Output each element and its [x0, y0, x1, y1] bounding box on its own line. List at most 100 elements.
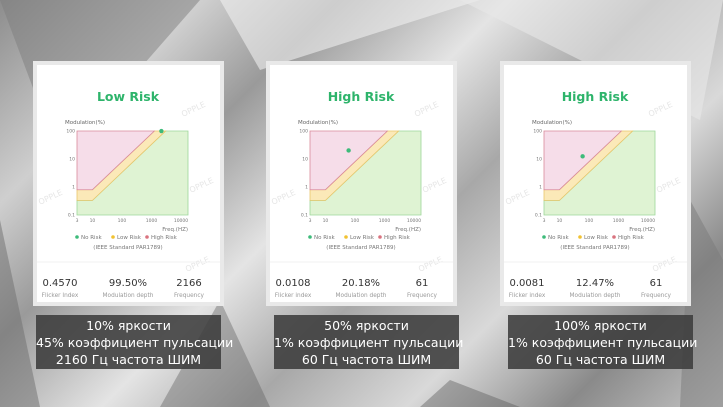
watermark-logo: OPPLE [655, 176, 682, 195]
watermark-logo: OPPLE [188, 176, 215, 195]
stat-value: 61 [650, 278, 663, 289]
watermark-logo: OPPLE [504, 188, 531, 207]
stat-value: 0.0081 [510, 278, 545, 289]
caption-box: 100% яркости 1% коэффициент пульсации 60 Г… [508, 315, 698, 369]
y-tick-label: 0.1 [301, 213, 308, 219]
watermark-logo: OPPLE [647, 100, 674, 119]
legend-marker [612, 235, 616, 239]
watermark-logo: OPPLE [270, 188, 297, 207]
caption-line: 100% яркости [554, 318, 647, 333]
stat-value: 61 [416, 278, 429, 289]
caption-line: 45% коэффициент пульсации [36, 335, 234, 350]
x-tick-label: 100 [351, 218, 360, 224]
x-tick-label: 3 [309, 218, 312, 224]
legend-marker [75, 235, 79, 239]
x-tick-label: 1000 [613, 218, 625, 224]
legend-label: No Risk [548, 235, 569, 241]
modulation-chart: High Risk OPPLE OPPLE OPPLE OPPLE Modula… [504, 89, 687, 299]
x-axis-label: Freq.(HZ) [162, 227, 188, 233]
measurement-point [580, 154, 585, 159]
legend-label: High Risk [618, 235, 645, 241]
risk-title: High Risk [328, 89, 395, 104]
caption-box: 10% яркости 45% коэффициент пульсации 2160… [36, 315, 234, 369]
legend-marker [378, 235, 382, 239]
y-axis-label: Modulation(%) [532, 120, 572, 126]
standard-note: (IEEE Standard PAR1789) [560, 245, 629, 251]
stat-label: Frequency [641, 293, 672, 299]
measurement-point [159, 128, 164, 134]
caption-line: 1% коэффициент пульсации [508, 335, 698, 350]
x-tick-label: 10000 [407, 218, 421, 224]
y-tick-label: 1 [72, 185, 75, 191]
high-risk-region [76, 130, 156, 191]
flicker-card: High Risk OPPLE OPPLE OPPLE OPPLE Modula… [270, 65, 453, 302]
stat-label: Modulation depth [570, 293, 621, 299]
y-tick-label: 0.1 [68, 213, 75, 219]
stat-label: Flicker index [509, 293, 546, 299]
x-tick-label: 3 [543, 218, 546, 224]
caption-line: 1% коэффициент пульсации [274, 335, 464, 350]
standard-note: (IEEE Standard PAR1789) [93, 245, 162, 251]
stat-label: Flicker Index [42, 293, 79, 299]
legend-label: No Risk [314, 235, 335, 241]
flicker-card: Low Risk OPPLE OPPLE OPPLE OPPLE Modulat… [37, 65, 220, 302]
x-tick-label: 1000 [379, 218, 391, 224]
x-tick-label: 100 [118, 218, 127, 224]
legend-marker [111, 235, 115, 239]
caption-box: 50% яркости 1% коэффициент пульсации 60 Гц… [274, 315, 464, 369]
watermark-logo: OPPLE [417, 255, 444, 274]
y-tick-label: 100 [66, 129, 75, 135]
risk-title: Low Risk [97, 89, 160, 104]
flicker-card: High Risk OPPLE OPPLE OPPLE OPPLE Modula… [504, 65, 687, 302]
x-axis-label: Freq.(HZ) [395, 227, 421, 233]
y-axis-label: Modulation(%) [65, 120, 105, 126]
stat-value: 20.18% [342, 278, 380, 289]
caption-line: 60 Гц частота ШИМ [535, 352, 666, 367]
watermark-logo: OPPLE [184, 255, 211, 274]
x-tick-label: 10 [557, 218, 563, 224]
legend-label: High Risk [384, 235, 411, 241]
caption-line: 10% яркости [86, 318, 171, 333]
legend-label: Low Risk [350, 235, 375, 241]
risk-title: High Risk [562, 89, 629, 104]
x-tick-label: 3 [76, 218, 79, 224]
y-tick-label: 10 [69, 157, 75, 163]
x-tick-label: 10000 [641, 218, 655, 224]
measurement-point [346, 148, 351, 153]
x-tick-label: 10 [90, 218, 96, 224]
watermark-logo: OPPLE [651, 255, 678, 274]
high-risk-region [543, 130, 623, 191]
legend-label: Low Risk [117, 235, 142, 241]
legend-marker [308, 235, 312, 239]
x-tick-label: 100 [585, 218, 594, 224]
x-tick-label: 10000 [174, 218, 188, 224]
x-axis-label: Freq.(HZ) [629, 227, 655, 233]
stat-label: Flicker index [275, 293, 312, 299]
legend-label: No Risk [81, 235, 102, 241]
high-risk-region [309, 130, 389, 191]
legend-marker [578, 235, 582, 239]
modulation-chart: Low Risk OPPLE OPPLE OPPLE OPPLE Modulat… [37, 89, 220, 299]
y-tick-label: 1 [539, 185, 542, 191]
y-tick-label: 10 [302, 157, 308, 163]
stat-value: 99.50% [109, 278, 147, 289]
x-tick-label: 1000 [146, 218, 158, 224]
stat-value: 2166 [176, 278, 201, 289]
watermark-logo: OPPLE [421, 176, 448, 195]
modulation-chart: High Risk OPPLE OPPLE OPPLE OPPLE Modula… [270, 89, 453, 299]
legend-marker [344, 235, 348, 239]
legend-label: Low Risk [584, 235, 609, 241]
y-tick-label: 100 [299, 129, 308, 135]
watermark-logo: OPPLE [413, 100, 440, 119]
stat-label: Frequency [174, 293, 205, 299]
y-tick-label: 100 [533, 129, 542, 135]
stat-value: 12.47% [576, 278, 614, 289]
legend-marker [542, 235, 546, 239]
standard-note: (IEEE Standard PAR1789) [326, 245, 395, 251]
y-tick-label: 0.1 [535, 213, 542, 219]
y-axis-label: Modulation(%) [298, 120, 338, 126]
watermark-logo: OPPLE [180, 100, 207, 119]
caption-line: 60 Гц частота ШИМ [301, 352, 432, 367]
caption-line: 2160 Гц частота ШИМ [55, 352, 202, 367]
stat-value: 0.4570 [43, 278, 78, 289]
